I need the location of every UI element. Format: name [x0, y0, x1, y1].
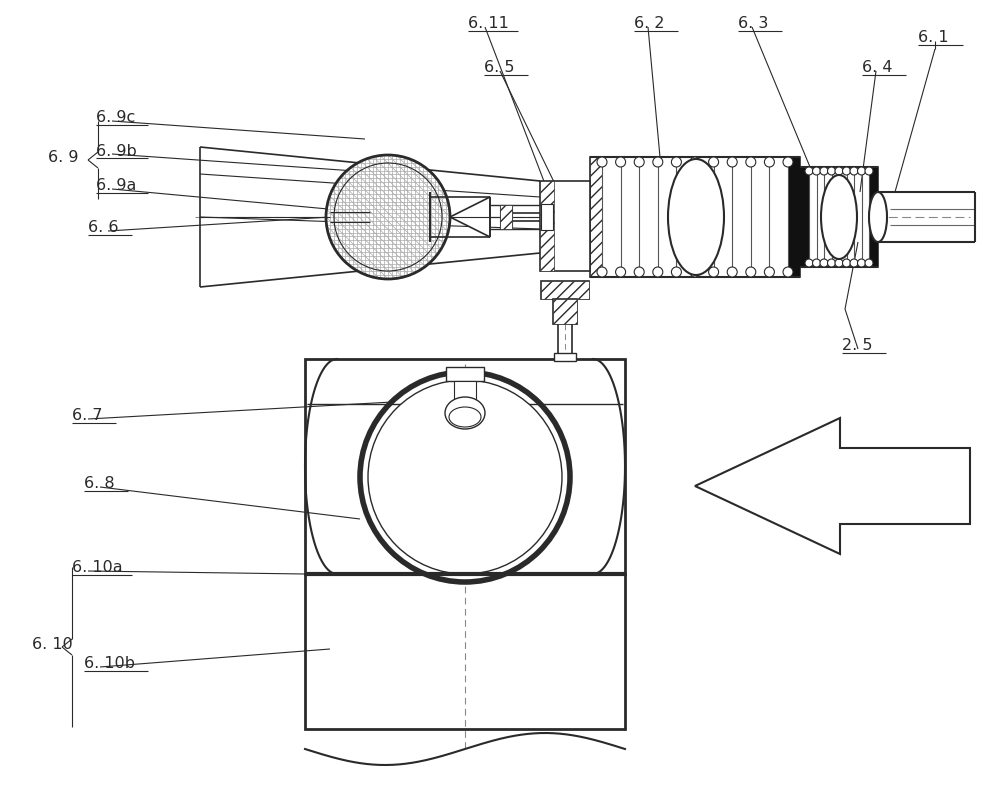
Text: 6. 9c: 6. 9c [96, 111, 135, 125]
Ellipse shape [764, 158, 774, 168]
Text: 6. 4: 6. 4 [862, 60, 893, 75]
Ellipse shape [842, 168, 850, 176]
Bar [540, 182, 590, 272]
Ellipse shape [858, 260, 866, 268]
Ellipse shape [653, 268, 663, 277]
Bar [541, 282, 589, 300]
Bar [869, 168, 878, 268]
Text: 6. 5: 6. 5 [484, 60, 514, 75]
Ellipse shape [634, 158, 644, 168]
Bar [446, 367, 484, 382]
Ellipse shape [828, 168, 836, 176]
Bar [553, 300, 577, 325]
Text: 6. 10a: 6. 10a [72, 560, 123, 575]
Bar [305, 574, 625, 729]
Ellipse shape [746, 268, 756, 277]
Bar [500, 206, 512, 229]
Ellipse shape [671, 268, 681, 277]
Ellipse shape [616, 158, 626, 168]
Ellipse shape [449, 407, 481, 427]
Bar [554, 354, 576, 362]
Ellipse shape [445, 398, 485, 429]
Ellipse shape [842, 260, 850, 268]
Text: 6. 3: 6. 3 [738, 17, 768, 31]
Text: 6. 1: 6. 1 [918, 30, 949, 46]
Ellipse shape [709, 158, 719, 168]
Bar [590, 158, 602, 277]
Polygon shape [450, 198, 490, 237]
Text: 6. 9a: 6. 9a [96, 178, 136, 193]
Bar [541, 205, 553, 231]
Ellipse shape [821, 176, 857, 260]
Ellipse shape [690, 158, 700, 168]
Text: 6. 11: 6. 11 [468, 17, 509, 31]
Ellipse shape [869, 192, 887, 243]
Text: 6. 2: 6. 2 [634, 17, 664, 31]
Bar [540, 182, 554, 272]
Bar [500, 206, 512, 229]
Text: 6. 10: 6. 10 [32, 637, 73, 652]
Ellipse shape [326, 156, 450, 280]
Ellipse shape [783, 158, 793, 168]
Polygon shape [695, 419, 970, 554]
Ellipse shape [850, 168, 858, 176]
Bar [800, 168, 878, 268]
Ellipse shape [783, 268, 793, 277]
Ellipse shape [671, 158, 681, 168]
Text: 6. 10b: 6. 10b [84, 656, 135, 670]
Bar [590, 158, 800, 277]
Text: 6. 7: 6. 7 [72, 408, 103, 423]
Ellipse shape [668, 160, 724, 276]
Ellipse shape [616, 268, 626, 277]
Ellipse shape [690, 268, 700, 277]
Ellipse shape [865, 260, 873, 268]
Ellipse shape [835, 260, 843, 268]
Ellipse shape [746, 158, 756, 168]
Ellipse shape [805, 168, 813, 176]
Text: 6. 6: 6. 6 [88, 221, 119, 235]
Ellipse shape [850, 260, 858, 268]
Ellipse shape [805, 260, 813, 268]
Ellipse shape [368, 380, 562, 574]
Ellipse shape [828, 260, 836, 268]
Bar [541, 282, 589, 300]
Text: 6. 8: 6. 8 [84, 476, 115, 491]
Ellipse shape [360, 373, 570, 582]
Ellipse shape [812, 168, 820, 176]
Ellipse shape [597, 268, 607, 277]
Ellipse shape [709, 268, 719, 277]
Bar [788, 158, 800, 277]
Bar [454, 382, 476, 402]
Bar [305, 359, 625, 574]
Text: 2. 5: 2. 5 [842, 338, 872, 353]
Ellipse shape [653, 158, 663, 168]
Ellipse shape [634, 268, 644, 277]
Ellipse shape [835, 168, 843, 176]
Ellipse shape [820, 168, 828, 176]
Ellipse shape [727, 268, 737, 277]
Ellipse shape [858, 168, 866, 176]
Text: 6. 9: 6. 9 [48, 150, 79, 165]
Ellipse shape [764, 268, 774, 277]
Ellipse shape [812, 260, 820, 268]
Ellipse shape [865, 168, 873, 176]
Bar [800, 168, 809, 268]
Ellipse shape [727, 158, 737, 168]
Bar [590, 158, 602, 277]
Ellipse shape [597, 158, 607, 168]
Bar [553, 300, 577, 325]
Text: 6. 9b: 6. 9b [96, 144, 137, 158]
Ellipse shape [820, 260, 828, 268]
